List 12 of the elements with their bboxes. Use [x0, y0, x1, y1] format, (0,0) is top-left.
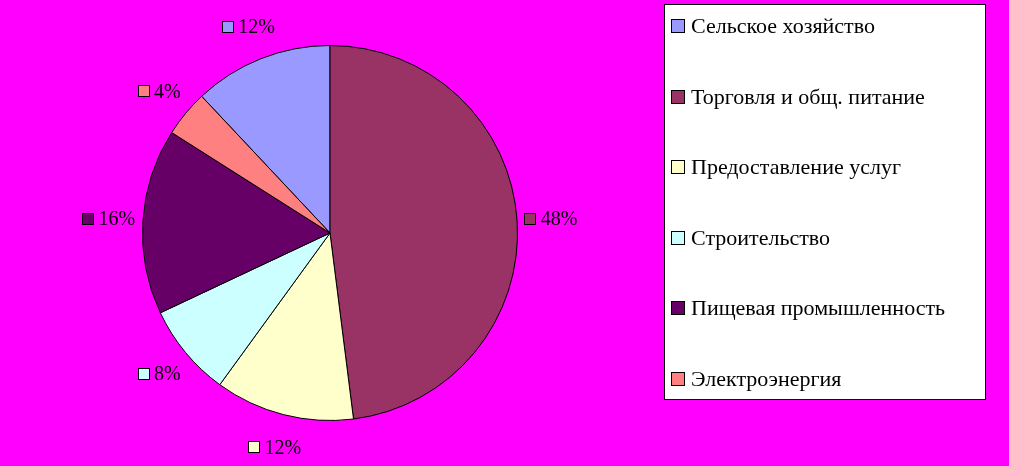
- legend-label: Сельское хозяйство: [691, 13, 875, 38]
- legend-label: Строительство: [691, 224, 831, 250]
- data-label: 4%: [154, 80, 181, 103]
- data-label: 12%: [238, 15, 275, 38]
- legend-label: Торговля и общ. питание: [691, 83, 925, 109]
- data-label: 12%: [264, 435, 302, 458]
- legend-label: Пищевая промышленность: [691, 295, 946, 321]
- legend-label: Предоставление услуг: [691, 154, 901, 180]
- data-label: 48%: [540, 207, 578, 230]
- legend-label: Электроэнергия: [691, 365, 842, 391]
- data-label: 8%: [154, 362, 181, 385]
- data-label: 16%: [98, 207, 136, 230]
